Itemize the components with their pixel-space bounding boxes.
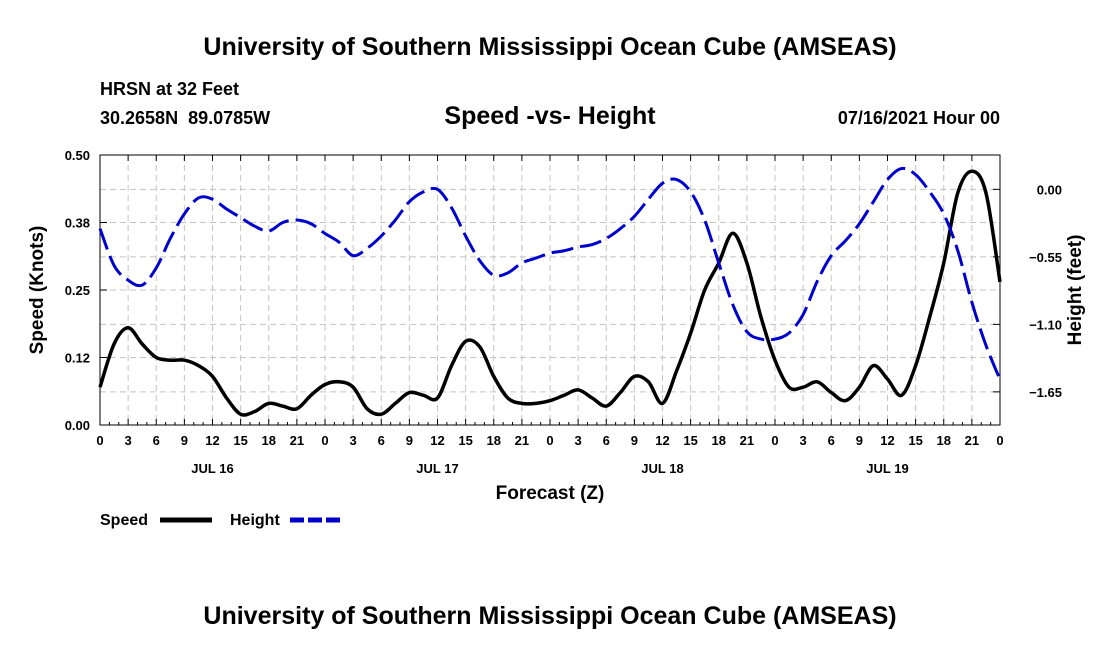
series-line-height: [98, 166, 1002, 381]
footer-title: University of Southern Mississippi Ocean…: [203, 602, 896, 630]
axes: 0 3 6 9 12 15 18 21 0 3 6 9 12 15 18 21 0 3 6 9 12 15 18 21 0 3 6 9…: [65, 148, 1062, 476]
x-tick-label: 6: [378, 433, 385, 448]
day-label: JUL 18: [641, 461, 683, 476]
x-tick-label: 21: [515, 433, 529, 448]
y-right-tick-label: 0.00: [1037, 182, 1062, 197]
x-tick-label: 3: [800, 433, 807, 448]
x-tick-label: 0: [771, 433, 778, 448]
legend: Speed Height: [100, 512, 342, 529]
y-left-tick-label: 0.50: [65, 148, 90, 163]
x-tick-label: 18: [937, 433, 951, 448]
x-tick-label: 3: [350, 433, 357, 448]
x-tick-label: 21: [290, 433, 304, 448]
x-tick-label: 6: [828, 433, 835, 448]
x-tick-label: 9: [631, 433, 638, 448]
x-tick-label: 12: [880, 433, 894, 448]
x-tick-label: 0: [546, 433, 553, 448]
y-left-tick-label: 0.38: [65, 216, 90, 231]
x-tick-label: 6: [603, 433, 610, 448]
day-label: JUL 17: [416, 461, 458, 476]
main-title: University of Southern Mississippi Ocean…: [203, 33, 896, 61]
y-right-tick-label: −0.55: [1029, 250, 1062, 265]
station-label: HRSN at 32 Feet: [100, 79, 239, 99]
y-left-tick-label: 0.00: [65, 418, 90, 433]
x-tick-label: 15: [458, 433, 472, 448]
y-left-tick-label: 0.12: [65, 351, 90, 366]
y-axis-right-title: Height (feet): [1065, 235, 1086, 346]
forecast-timestamp: 07/16/2021 Hour 00: [838, 108, 1000, 128]
x-tick-label: 9: [406, 433, 413, 448]
y-right-tick-label: −1.10: [1029, 317, 1062, 332]
x-tick-label: 3: [125, 433, 132, 448]
x-tick-label: 6: [153, 433, 160, 448]
x-tick-label: 15: [233, 433, 247, 448]
y-left-tick-label: 0.25: [65, 283, 90, 298]
x-tick-label: 18: [487, 433, 501, 448]
x-tick-label: 0: [321, 433, 328, 448]
chart-subtitle: Speed -vs- Height: [444, 102, 656, 130]
x-tick-label: 12: [205, 433, 219, 448]
x-tick-label: 0: [96, 433, 103, 448]
x-tick-label: 15: [908, 433, 922, 448]
legend-height-label: Height: [230, 512, 280, 529]
x-tick-label: 18: [712, 433, 726, 448]
coordinates-label: 30.2658N 89.0785W: [100, 108, 270, 128]
y-axis-left-title: Speed (Knots): [27, 226, 48, 355]
day-label: JUL 16: [191, 461, 233, 476]
x-tick-label: 15: [683, 433, 697, 448]
x-tick-label: 12: [655, 433, 669, 448]
day-label: JUL 19: [866, 461, 908, 476]
legend-speed-label: Speed: [100, 512, 148, 529]
x-tick-label: 21: [740, 433, 754, 448]
series-line-speed: [98, 169, 1002, 417]
x-tick-label: 9: [181, 433, 188, 448]
x-tick-label: 21: [965, 433, 979, 448]
x-tick-label: 0: [996, 433, 1003, 448]
x-tick-label: 3: [575, 433, 582, 448]
x-tick-label: 12: [430, 433, 444, 448]
x-axis-title: Forecast (Z): [496, 483, 605, 504]
x-tick-label: 9: [856, 433, 863, 448]
grid-lines: [100, 155, 1000, 425]
y-right-tick-label: −1.65: [1029, 385, 1062, 400]
data-series: [98, 166, 1002, 417]
x-tick-label: 18: [262, 433, 276, 448]
